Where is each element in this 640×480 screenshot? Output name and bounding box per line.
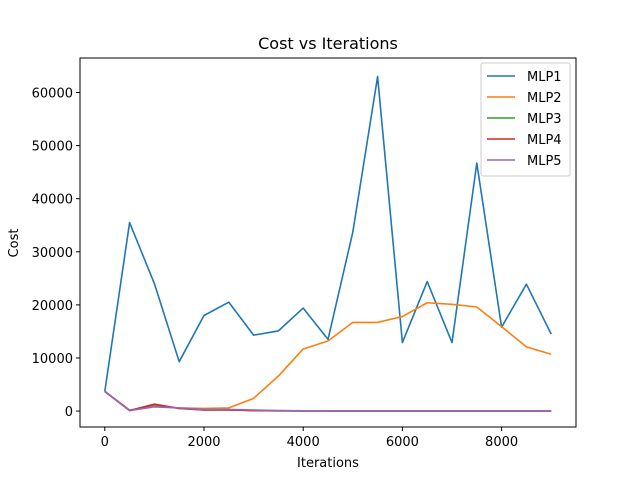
y-tick-label: 40000 xyxy=(32,193,73,208)
series-line-mlp2 xyxy=(104,301,552,411)
y-tick-label: 60000 xyxy=(32,87,73,102)
x-tick-label: 8000 xyxy=(485,435,518,450)
x-tick-label: 4000 xyxy=(287,435,320,450)
x-axis-label: Iterations xyxy=(297,456,359,471)
plot-frame xyxy=(79,57,577,428)
legend-label-mlp2: MLP2 xyxy=(527,91,562,106)
y-axis-ticks: 0 10000 20000 30000 40000 50000 60000 xyxy=(32,87,80,420)
y-tick-label: 10000 xyxy=(32,352,73,367)
y-tick-label: 0 xyxy=(65,405,73,420)
legend-label-mlp1: MLP1 xyxy=(527,70,562,85)
legend-label-mlp3: MLP3 xyxy=(527,112,562,127)
y-axis-label: Cost xyxy=(7,229,22,258)
legend-box xyxy=(480,62,571,177)
x-tick-label: 0 xyxy=(101,435,109,450)
legend-label-mlp5: MLP5 xyxy=(527,154,562,169)
chart-title: Cost vs Iterations xyxy=(258,34,398,53)
legend-label-mlp4: MLP4 xyxy=(527,133,562,148)
x-tick-label: 6000 xyxy=(386,435,419,450)
x-axis-ticks: 0 2000 4000 6000 8000 xyxy=(101,427,518,450)
series-line-mlp5 xyxy=(104,390,552,412)
legend: MLP1 MLP2 MLP3 MLP4 MLP5 xyxy=(480,62,571,177)
series-line-mlp1 xyxy=(104,75,552,392)
y-tick-label: 20000 xyxy=(32,299,73,314)
y-tick-label: 30000 xyxy=(32,246,73,261)
series-lines xyxy=(104,75,552,412)
x-tick-label: 2000 xyxy=(187,435,220,450)
y-tick-label: 50000 xyxy=(32,140,73,155)
